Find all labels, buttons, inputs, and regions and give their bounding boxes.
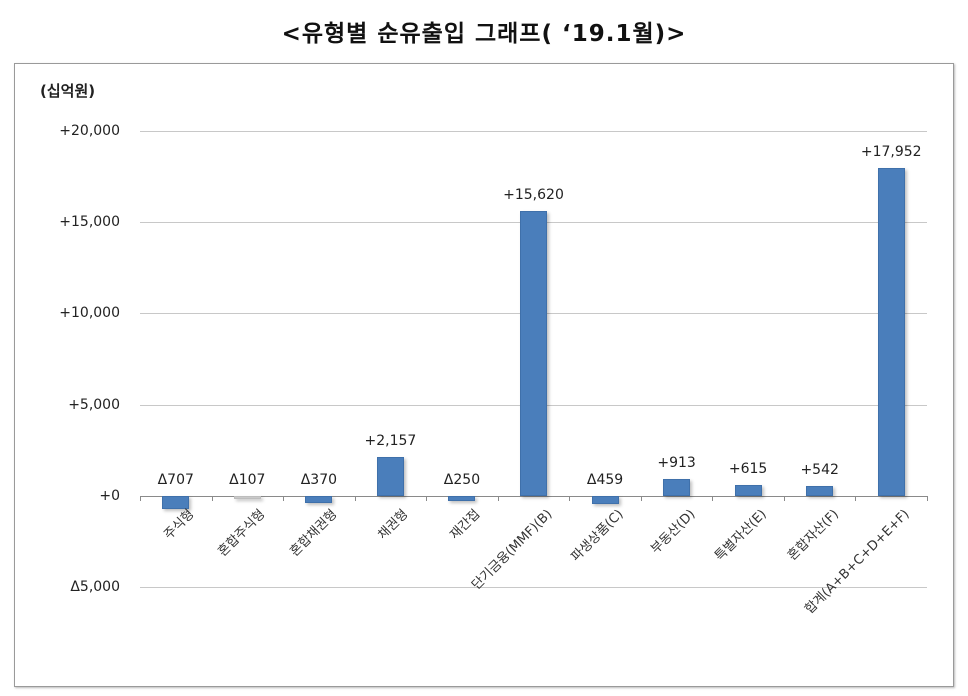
x-axis-tick	[855, 496, 857, 501]
y-tick-label: +20,000	[59, 122, 120, 139]
x-axis-tick	[140, 496, 141, 501]
x-axis-tick	[283, 496, 285, 501]
value-label: +542	[800, 462, 839, 479]
chart-frame	[14, 63, 954, 687]
x-axis-tick	[927, 496, 928, 501]
x-axis-tick	[426, 496, 428, 501]
bar	[663, 479, 691, 496]
bar	[305, 496, 333, 503]
x-axis-tick	[712, 496, 714, 501]
value-label: Δ107	[229, 472, 266, 488]
x-axis-tick	[569, 496, 571, 501]
bar	[376, 456, 404, 496]
x-axis-tick	[783, 496, 785, 501]
y-tick-label: +10,000	[59, 305, 120, 322]
bar	[162, 496, 190, 509]
value-label: +15,620	[503, 186, 564, 203]
x-axis-tick	[211, 496, 213, 501]
y-tick-label: +5,000	[68, 396, 120, 413]
x-axis-tick	[354, 496, 356, 501]
chart-title: <유형별 순유출입 그래프( ‘19.1월)>	[281, 21, 687, 47]
bar	[877, 168, 905, 496]
value-label: +615	[728, 460, 768, 477]
y-tick-label: Δ5,000	[70, 579, 120, 596]
bar	[806, 486, 834, 496]
x-axis-tick	[640, 496, 642, 501]
value-label: Δ250	[443, 472, 481, 488]
bar	[448, 496, 476, 501]
bar	[233, 496, 261, 499]
value-label: +2,157	[364, 432, 417, 449]
bar	[734, 484, 762, 496]
bar	[591, 496, 619, 505]
value-label: Δ707	[157, 472, 194, 488]
bar	[520, 210, 547, 496]
value-label: +17,952	[860, 144, 922, 161]
y-tick-label: +15,000	[59, 214, 120, 231]
y-tick-label: +0	[99, 488, 120, 504]
x-axis-tick	[497, 496, 499, 501]
x-axis-line	[140, 496, 927, 497]
y-axis-unit-label: (십억원)	[40, 82, 96, 100]
value-label: Δ459	[586, 472, 624, 488]
value-label: Δ370	[300, 472, 338, 488]
value-label: +913	[657, 455, 696, 472]
gridline	[140, 587, 927, 589]
gridline	[140, 130, 927, 132]
